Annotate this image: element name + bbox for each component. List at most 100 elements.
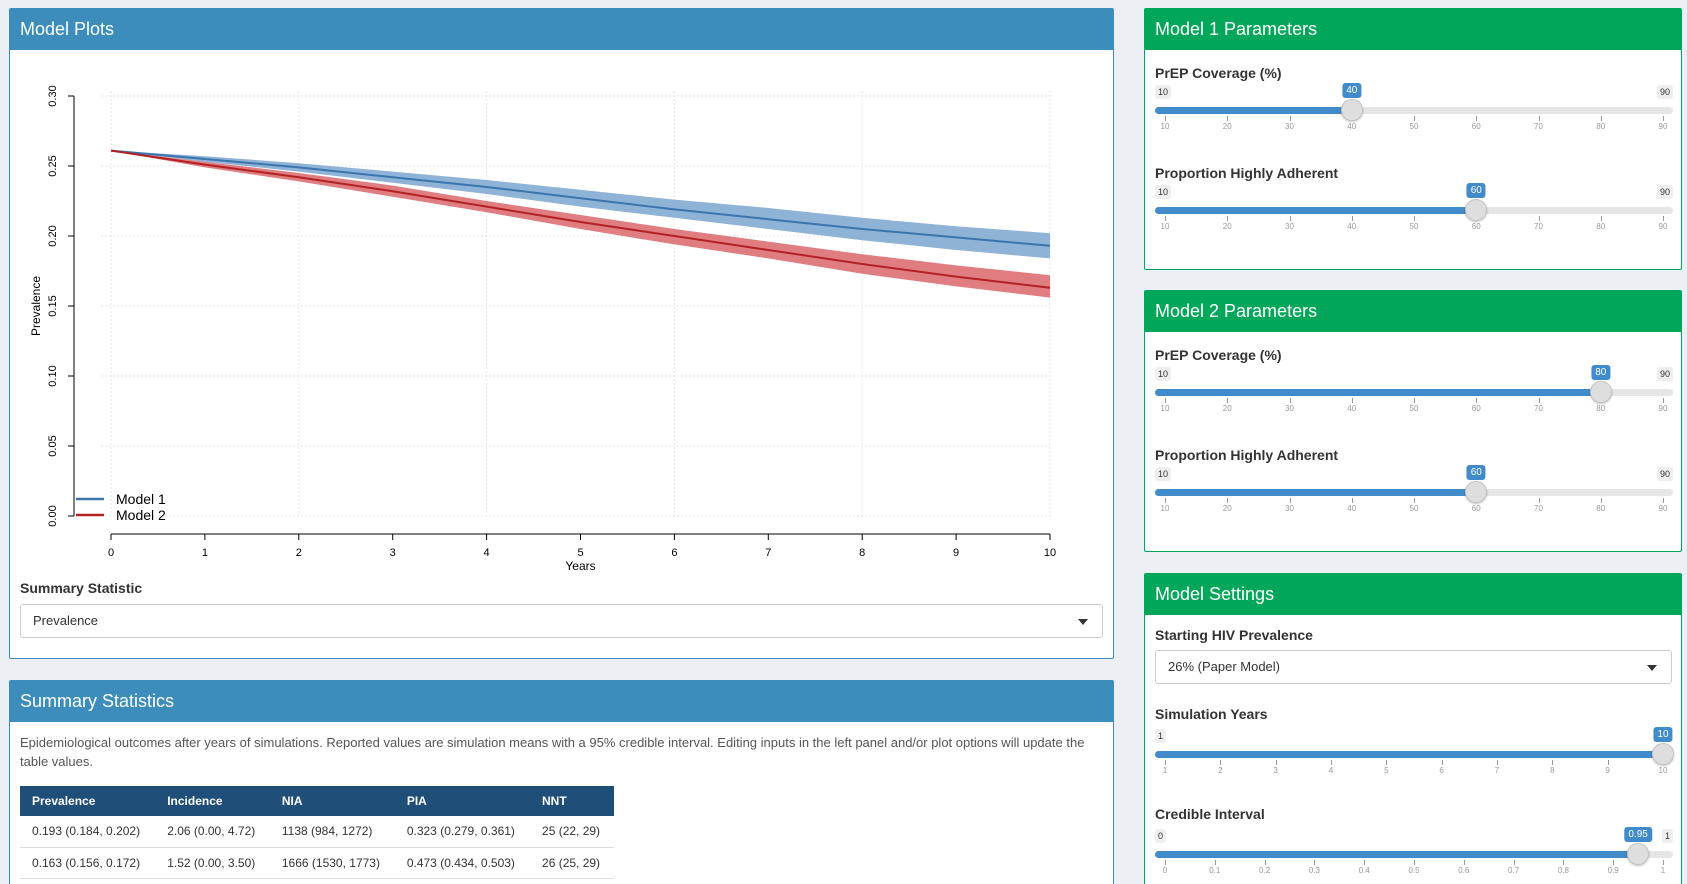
slider-tick-label: 70 (1534, 404, 1543, 413)
slider-tick-label: 0.3 (1308, 866, 1320, 875)
slider-tick-label: 80 (1596, 404, 1606, 413)
slider-tick-label: 8 (1550, 766, 1555, 775)
model1-coverage-slider[interactable]: 10 90 10 20 30 40 50 60 70 80 90 40 (1155, 83, 1673, 145)
slider-tick-label: 9 (1605, 766, 1610, 775)
starting-prevalence-select[interactable]: 26% (Paper Model) (1155, 650, 1672, 684)
x-tick-label: 0 (108, 547, 114, 559)
slider-tick-label: 30 (1285, 122, 1294, 131)
slider-tick-label: 50 (1409, 222, 1419, 231)
table-cell: 1138 (984, 1272) (269, 816, 395, 848)
slider-tick (1331, 760, 1332, 765)
model2-parameters-title: Model 2 Parameters (1145, 291, 1681, 332)
slider-tick-label: 5 (1384, 766, 1389, 775)
col-incidence: Incidence (155, 786, 270, 816)
slider-tick-label: 0 (1162, 866, 1168, 875)
slider-tick (1165, 760, 1166, 765)
y-axis-title: Prevalence (29, 276, 43, 336)
x-tick-label: 10 (1044, 547, 1056, 559)
slider-tick (1214, 860, 1216, 865)
slider-tick (1441, 760, 1443, 765)
slider-tick-label: 10 (1160, 404, 1170, 413)
y-tick-label: 0.05 (47, 435, 59, 456)
slider-min-label: 10 (1155, 467, 1172, 481)
slider-tick-label: 2 (1218, 766, 1223, 775)
slider-tick (1663, 116, 1664, 121)
slider-tick-label: 80 (1596, 222, 1606, 231)
slider-tick (1663, 216, 1664, 221)
slider-tick (1414, 860, 1415, 865)
model2-parameters-box: Model 2 Parameters PrEP Coverage (%) 10 9… (1144, 290, 1682, 552)
slider-max-label: 90 (1656, 85, 1673, 99)
table-cell: 1.52 (0.00, 3.50) (155, 847, 270, 879)
summary-statistics-title: Summary Statistics (10, 681, 1113, 722)
model2-adherence-slider[interactable]: 10 90 10 20 30 40 50 60 70 80 90 60 (1155, 465, 1673, 527)
slider-tick-label: 3 (1273, 766, 1278, 775)
slider-tick (1663, 398, 1664, 403)
slider-tick-label: 40 (1347, 404, 1357, 413)
x-tick-label: 4 (484, 547, 490, 559)
slider-value-label: 80 (1591, 365, 1611, 380)
y-tick-label: 0.15 (47, 295, 59, 316)
slider-tick-label: 10 (1160, 504, 1170, 513)
slider-fill (1155, 489, 1477, 496)
model-settings-box: Model Settings Starting HIV Prevalence 2… (1144, 573, 1682, 884)
slider-tick-label: 40 (1347, 504, 1357, 513)
slider-track[interactable] (1155, 107, 1673, 114)
slider-tick (1351, 216, 1353, 221)
slider-tick (1463, 860, 1465, 865)
model2-adherence-label: Proportion Highly Adherent (1155, 447, 1339, 463)
slider-tick (1513, 860, 1515, 865)
slider-tick-label: 20 (1222, 504, 1232, 513)
slider-handle[interactable] (1465, 199, 1488, 221)
slider-tick (1227, 216, 1229, 221)
slider-tick-label: 80 (1596, 122, 1606, 131)
slider-handle[interactable] (1652, 743, 1674, 765)
starting-prevalence-label: Starting HIV Prevalence (1155, 627, 1313, 643)
slider-handle[interactable] (1340, 99, 1363, 121)
col-nnt: NNT (530, 786, 614, 816)
slider-tick-label: 30 (1285, 222, 1294, 231)
summary-statistics-box: Summary Statistics Epidemiological outco… (9, 680, 1114, 884)
summary-statistic-select[interactable]: Prevalence (20, 604, 1103, 638)
model1-parameters-box: Model 1 Parameters PrEP Coverage (%) 10 9… (1144, 8, 1682, 270)
slider-max-label: 90 (1656, 185, 1673, 199)
slider-tick-label: 70 (1534, 222, 1543, 231)
slider-fill (1155, 851, 1639, 858)
series-2-interval-band (111, 150, 1050, 298)
model-plots-title: Model Plots (10, 9, 1113, 50)
slider-handle[interactable] (1589, 381, 1612, 403)
simulation-years-slider[interactable]: 1 1 2 3 4 5 6 7 8 9 10 10 (1155, 727, 1674, 789)
y-tick-label: 0.00 (47, 505, 59, 526)
slider-fill (1155, 207, 1477, 214)
slider-tick-label: 60 (1471, 504, 1481, 513)
x-tick-label: 1 (202, 547, 208, 559)
slider-tick-label: 0.5 (1408, 866, 1420, 875)
series-1-interval-band (111, 150, 1050, 259)
slider-tick-label: 10 (1658, 766, 1668, 775)
slider-tick (1227, 116, 1229, 121)
summary-table: Prevalence Incidence NIA PIA NNT 0.193 (… (20, 786, 614, 879)
legend-label-series-2: Model 2 (116, 507, 166, 523)
slider-tick (1414, 216, 1415, 221)
slider-value-label: 40 (1342, 83, 1362, 98)
chevron-down-icon (1647, 665, 1657, 671)
slider-tick (1314, 860, 1316, 865)
slider-handle[interactable] (1465, 481, 1488, 503)
slider-tick-label: 40 (1347, 222, 1357, 231)
slider-tick-label: 1 (1162, 766, 1168, 775)
model1-adherence-slider[interactable]: 10 90 10 20 30 40 50 60 70 80 90 60 (1155, 183, 1673, 245)
slider-tick (1538, 116, 1540, 121)
slider-min-label: 10 (1155, 85, 1172, 99)
slider-tick-label: 70 (1534, 122, 1543, 131)
slider-min-label: 10 (1155, 367, 1172, 381)
model1-parameters-title: Model 1 Parameters (1145, 9, 1681, 50)
summary-statistic-value: Prevalence (33, 613, 99, 628)
slider-handle[interactable] (1627, 843, 1650, 865)
credible-interval-slider[interactable]: 0 1 0 0.1 0.2 0.3 0.4 0.5 0.6 0.7 0.8 0.9 1 0.95 (1155, 827, 1673, 884)
table-cell: 25 (22, 29) (530, 816, 614, 848)
x-tick-label: 2 (296, 547, 302, 559)
model2-coverage-slider[interactable]: 10 90 10 20 30 40 50 60 70 80 90 80 (1155, 365, 1673, 427)
slider-tick-label: 0.8 (1557, 866, 1569, 875)
col-prevalence: Prevalence (20, 786, 156, 816)
slider-fill (1155, 107, 1352, 114)
